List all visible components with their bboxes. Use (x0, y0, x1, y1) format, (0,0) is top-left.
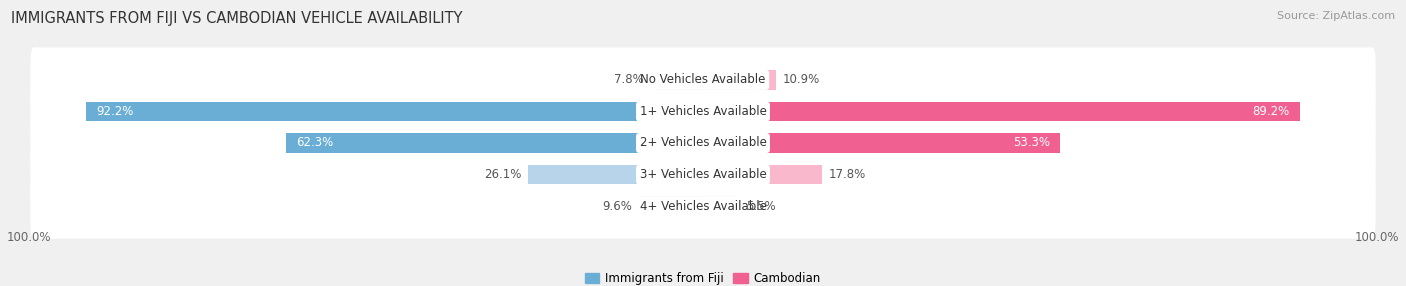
Text: 100.0%: 100.0% (7, 231, 52, 244)
FancyBboxPatch shape (31, 142, 1375, 207)
FancyBboxPatch shape (31, 79, 1375, 144)
Bar (529, 165, 703, 184)
Text: 26.1%: 26.1% (484, 168, 522, 181)
Text: 17.8%: 17.8% (828, 168, 866, 181)
FancyBboxPatch shape (31, 174, 1375, 239)
Text: 2+ Vehicles Available: 2+ Vehicles Available (640, 136, 766, 150)
Bar (86, 102, 703, 121)
Text: No Vehicles Available: No Vehicles Available (640, 74, 766, 86)
Text: 89.2%: 89.2% (1253, 105, 1289, 118)
Text: 53.3%: 53.3% (1012, 136, 1050, 150)
Legend: Immigrants from Fiji, Cambodian: Immigrants from Fiji, Cambodian (583, 269, 823, 286)
Bar (651, 70, 703, 90)
Text: 100.0%: 100.0% (1354, 231, 1399, 244)
Bar (703, 196, 740, 216)
Text: 3+ Vehicles Available: 3+ Vehicles Available (640, 168, 766, 181)
Text: 9.6%: 9.6% (602, 200, 633, 212)
Text: Source: ZipAtlas.com: Source: ZipAtlas.com (1277, 11, 1395, 21)
Bar (703, 102, 1301, 121)
Text: 62.3%: 62.3% (297, 136, 333, 150)
Text: 5.5%: 5.5% (747, 200, 776, 212)
Bar (638, 196, 703, 216)
Bar (703, 70, 776, 90)
Bar (703, 133, 1060, 153)
FancyBboxPatch shape (31, 110, 1375, 176)
FancyBboxPatch shape (31, 47, 1375, 112)
Text: IMMIGRANTS FROM FIJI VS CAMBODIAN VEHICLE AVAILABILITY: IMMIGRANTS FROM FIJI VS CAMBODIAN VEHICL… (11, 11, 463, 26)
Text: 4+ Vehicles Available: 4+ Vehicles Available (640, 200, 766, 212)
Text: 10.9%: 10.9% (783, 74, 820, 86)
Text: 7.8%: 7.8% (614, 74, 644, 86)
Bar (285, 133, 703, 153)
Text: 1+ Vehicles Available: 1+ Vehicles Available (640, 105, 766, 118)
Text: 92.2%: 92.2% (96, 105, 134, 118)
Bar (703, 165, 823, 184)
